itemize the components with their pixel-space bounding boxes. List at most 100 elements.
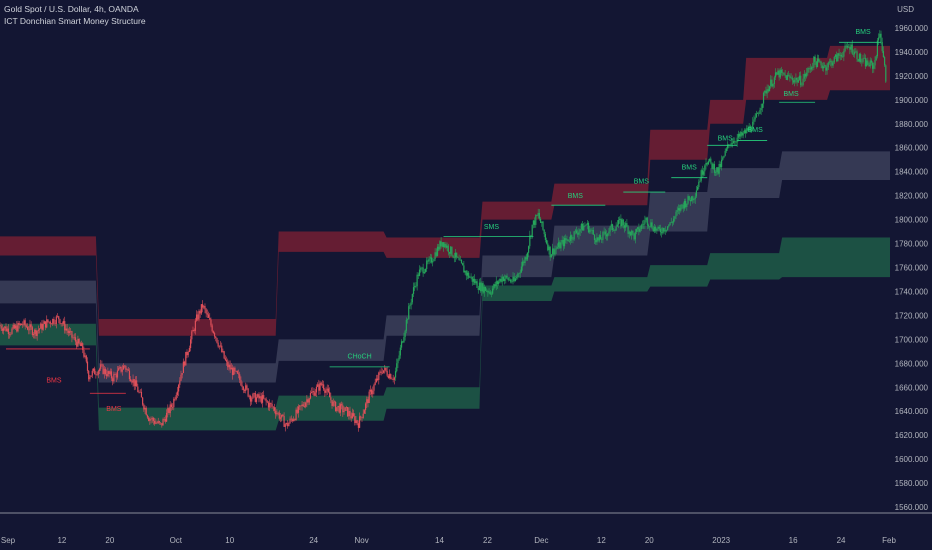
candle-body bbox=[453, 257, 455, 259]
candle-body bbox=[483, 286, 485, 293]
candle-body bbox=[547, 243, 549, 251]
candles bbox=[0, 30, 887, 432]
candle-body bbox=[281, 414, 283, 418]
candle-body bbox=[89, 376, 91, 380]
candle-body bbox=[154, 420, 156, 424]
candle-body bbox=[662, 228, 664, 234]
candle-body bbox=[351, 413, 354, 419]
candle-body bbox=[448, 252, 451, 254]
candle-body bbox=[289, 418, 291, 423]
candle-body bbox=[40, 323, 42, 329]
candle-body bbox=[278, 412, 280, 419]
candle-body bbox=[833, 56, 835, 63]
candle-body bbox=[855, 51, 857, 53]
candle-body bbox=[311, 391, 313, 393]
candle-body bbox=[343, 410, 345, 413]
candle-body bbox=[305, 402, 307, 407]
candle-body bbox=[840, 54, 843, 57]
candle-body bbox=[323, 384, 325, 390]
candle-body bbox=[569, 235, 572, 241]
candle-body bbox=[266, 401, 268, 403]
price-axis[interactable]: 1560.000 1580.000 1600.000 1620.000 1640.000… bbox=[895, 24, 929, 512]
candle-body bbox=[72, 337, 74, 339]
candle-body bbox=[104, 368, 107, 375]
candle-body bbox=[516, 277, 518, 279]
candle-body bbox=[454, 252, 457, 258]
candle-body bbox=[593, 234, 596, 241]
candle-body bbox=[628, 231, 630, 234]
candle-body bbox=[421, 267, 423, 269]
price-tick-label: 1600.000 bbox=[895, 455, 929, 464]
candle-body bbox=[511, 281, 513, 283]
candle-body bbox=[686, 203, 688, 208]
candle-body bbox=[679, 208, 681, 211]
candle-body bbox=[48, 321, 50, 323]
candle-body bbox=[495, 281, 497, 287]
currency-unit: USD bbox=[897, 5, 914, 14]
candle-body bbox=[175, 395, 177, 400]
candle-body bbox=[411, 293, 413, 303]
indicator-title: ICT Donchian Smart Money Structure bbox=[4, 16, 146, 26]
candle-body bbox=[146, 415, 149, 418]
candle-body bbox=[326, 388, 328, 391]
candle-body bbox=[517, 273, 519, 278]
candle-body bbox=[446, 245, 448, 248]
price-tick-label: 1800.000 bbox=[895, 216, 929, 225]
candle-body bbox=[179, 380, 181, 385]
candle-body bbox=[499, 278, 501, 282]
candle-body bbox=[834, 54, 837, 57]
candle-body bbox=[47, 319, 49, 323]
price-tick-label: 1640.000 bbox=[895, 407, 929, 416]
candle-body bbox=[163, 419, 165, 420]
candle-body bbox=[192, 329, 194, 332]
candle-body bbox=[186, 351, 188, 356]
candle-body bbox=[559, 242, 561, 249]
candle-body bbox=[874, 60, 876, 66]
candle-body bbox=[269, 402, 271, 408]
candle-body bbox=[675, 211, 677, 217]
candle-body bbox=[524, 257, 526, 263]
candle-body bbox=[265, 398, 267, 402]
candle-body bbox=[713, 164, 715, 173]
candle-body bbox=[770, 79, 772, 87]
candle-body bbox=[492, 288, 494, 294]
candle-body bbox=[410, 302, 412, 306]
time-axis[interactable]: Sep 12 20 Oct 10 24 Nov 14 22 Dec 12 20 2023 16 24 Feb bbox=[1, 536, 897, 545]
donchian-bands bbox=[0, 45, 890, 431]
candle-body bbox=[616, 224, 618, 227]
candle-body bbox=[761, 103, 763, 109]
candle-body bbox=[705, 162, 707, 166]
price-tick-label: 1900.000 bbox=[895, 96, 929, 105]
candle-body bbox=[368, 391, 370, 404]
candle-body bbox=[353, 413, 355, 417]
candle-body bbox=[802, 78, 804, 85]
candle-body bbox=[493, 284, 495, 289]
candle-body bbox=[506, 275, 508, 278]
candle-body bbox=[345, 407, 348, 408]
candle-body bbox=[12, 324, 14, 329]
candle-body bbox=[189, 339, 192, 349]
candle-body bbox=[609, 226, 611, 232]
candle-body bbox=[565, 238, 567, 241]
candle-body bbox=[29, 324, 31, 331]
candle-body bbox=[626, 223, 628, 227]
candle-body bbox=[152, 418, 155, 421]
candle-body bbox=[725, 148, 727, 151]
candle-body bbox=[625, 223, 627, 228]
candle-body bbox=[198, 310, 200, 320]
candle-body bbox=[399, 347, 401, 356]
candle-body bbox=[143, 404, 145, 410]
candle-body bbox=[402, 341, 404, 343]
candle-body bbox=[647, 225, 650, 227]
candle-body bbox=[434, 252, 436, 260]
candle-body bbox=[701, 170, 704, 175]
candle-body bbox=[332, 401, 334, 406]
candle-body bbox=[158, 421, 161, 423]
candle-body bbox=[86, 361, 89, 371]
candle-body bbox=[174, 398, 176, 400]
candle-body bbox=[23, 320, 25, 325]
candle-body bbox=[294, 419, 296, 421]
candle-body bbox=[801, 84, 803, 86]
candle-body bbox=[110, 371, 113, 379]
